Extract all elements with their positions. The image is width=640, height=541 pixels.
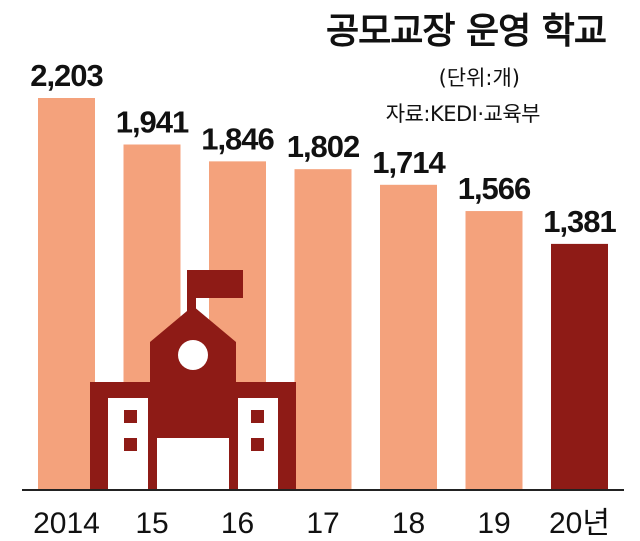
chart-title: 공모교장 운영 학교 <box>325 11 607 52</box>
value-labels-group: 2,203 1,941 1,846 1,802 1,714 1,566 1,381 <box>30 58 617 239</box>
x-tick-label-4: 18 <box>392 507 425 540</box>
bar-6 <box>551 243 608 489</box>
x-tick-label-2: 16 <box>221 507 254 540</box>
x-tick-label-1: 15 <box>135 507 168 540</box>
bar-4 <box>380 184 437 489</box>
school-building-icon <box>90 270 296 489</box>
x-tick-label-5: 19 <box>477 507 510 540</box>
value-label-0: 2,203 <box>30 58 103 93</box>
x-tick-label-0: 2014 <box>33 507 100 540</box>
bar-5 <box>465 211 523 489</box>
value-label-2: 1,846 <box>201 121 274 156</box>
value-label-3: 1,802 <box>287 129 360 164</box>
x-tick-label-3: 17 <box>306 507 339 540</box>
bar-3 <box>294 169 352 490</box>
x-labels-group: 2014 15 16 17 18 19 20년 <box>33 507 610 540</box>
value-label-1: 1,941 <box>116 105 189 140</box>
x-tick-label-6: 20년 <box>549 507 610 540</box>
value-label-4: 1,714 <box>372 145 446 180</box>
unit-label: (단위:개) <box>438 66 520 90</box>
bar-0 <box>38 98 95 489</box>
value-label-5: 1,566 <box>458 171 531 206</box>
value-label-6: 1,381 <box>543 204 616 239</box>
source-label: 자료:KEDI·교육부 <box>385 102 541 126</box>
